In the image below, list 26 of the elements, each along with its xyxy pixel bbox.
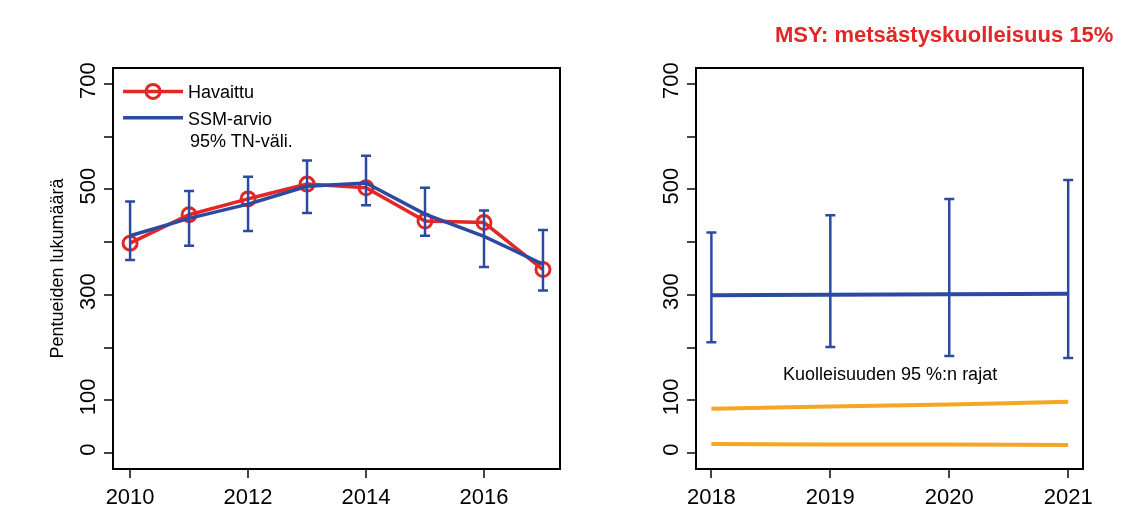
y-tick-label: 0 (658, 443, 684, 456)
y-tick-label: 300 (74, 273, 100, 310)
y-tick-label: 100 (658, 378, 684, 416)
line-series (709, 399, 1071, 411)
x-tick-label: 2014 (341, 484, 391, 510)
x-tick-label: 2019 (805, 484, 855, 510)
annotation: Kuolleisuuden 95 %:n rajat (783, 364, 998, 384)
y-axis-title: Pentueiden lukumäärä (47, 177, 68, 359)
annotation: 95% TN-väli. (190, 131, 293, 151)
y-tick-label: 0 (74, 443, 100, 456)
x-tick-label: 2010 (105, 484, 155, 510)
x-tick-label: 2012 (223, 484, 273, 510)
point (475, 214, 493, 232)
y-tick-label: 500 (658, 167, 684, 205)
y-tick-label: 700 (74, 62, 100, 100)
x-tick-label: 2021 (1043, 484, 1093, 510)
legend-label: SSM-arvio (188, 108, 273, 129)
chart-title: MSY: metsästyskuolleisuus 15% (775, 22, 1114, 47)
legend-label: Havaittu (188, 82, 255, 103)
y-tick-label: 500 (74, 167, 100, 205)
x-tick-label: 2016 (459, 484, 509, 510)
x-tick-label: 2018 (686, 484, 736, 510)
y-tick-label: 100 (74, 378, 100, 416)
x-tick-label: 2020 (924, 484, 974, 510)
y-tick-label: 300 (658, 273, 684, 310)
y-tick-label: 700 (658, 62, 684, 100)
